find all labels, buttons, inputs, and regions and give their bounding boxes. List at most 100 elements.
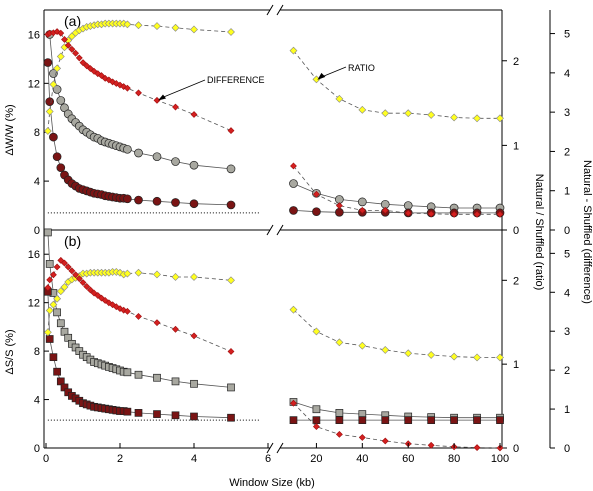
- panel-a-shuffled-line: [293, 210, 500, 214]
- panel-a-ratio-point: [171, 23, 180, 32]
- panel-b-natural-point: [171, 377, 180, 386]
- panel-b-shuffled-point: [171, 411, 180, 420]
- panel-b-ratio-point: [427, 351, 436, 359]
- panel-b-shuffled-point: [496, 416, 504, 424]
- panel-b-ratio-point: [312, 327, 321, 336]
- panel-a-ratio-point: [473, 114, 481, 123]
- panel-b-ratio-point: [49, 300, 58, 309]
- panel-b-diff-tick-label: 3: [564, 326, 570, 338]
- panel-b-natural-point: [312, 405, 321, 414]
- panel-b-ratio-point: [227, 276, 235, 285]
- panel-b-natural-point: [134, 370, 143, 379]
- ratio-arrowhead: [317, 72, 326, 80]
- ratio-annotation: RATIO: [348, 63, 375, 73]
- panel-b-difference-point: [44, 284, 52, 292]
- panel-a-shuffled-point: [56, 163, 66, 173]
- difference-arrowhead: [158, 94, 166, 101]
- panel-a-natural-point: [357, 197, 367, 207]
- panel-a-difference-point: [86, 65, 94, 72]
- panel-a-ratio-point: [289, 46, 298, 55]
- panel-a-shuffled-point: [152, 196, 162, 206]
- panel-b-left-axis-title: ΔS/S (%): [4, 329, 16, 374]
- x-tick-label: 20: [310, 453, 322, 465]
- panel-b-natural-point: [56, 319, 65, 328]
- panel-a-ratio-point: [134, 21, 143, 30]
- axis-break-gap: [270, 224, 280, 236]
- panel-b-difference-point: [153, 319, 161, 327]
- panel-b-left-tick-label: 16: [28, 249, 40, 261]
- panel-a-ratio-point: [45, 107, 54, 116]
- panel-a-shuffled-point: [45, 97, 55, 107]
- panel-b-difference-point: [75, 275, 83, 283]
- panel-b-ratio-line: [293, 309, 500, 358]
- panel-b-ratio-tick-label: 1: [513, 359, 519, 371]
- panel-a-ratio-point: [56, 52, 65, 61]
- panel-b-difference-point: [57, 256, 65, 264]
- panel-a-difference-point: [57, 29, 65, 37]
- panel-a-ratio-point: [404, 109, 413, 118]
- panel-a-difference-line: [293, 165, 500, 215]
- axis-break-gap: [270, 4, 280, 16]
- panel-b-natural-point: [123, 368, 132, 377]
- x-axis-title: Window Size (kb): [229, 477, 315, 489]
- panel-b-natural-point: [190, 379, 198, 388]
- panel-b-difference-point: [427, 441, 435, 449]
- panel-b-shuffled-point: [134, 409, 143, 417]
- x-tick-label: 40: [356, 453, 368, 465]
- x-tick-label: 4: [191, 453, 197, 465]
- panel-a-ratio-point: [123, 20, 132, 29]
- panel-b-natural-line: [293, 401, 500, 419]
- panel-a-natural-point: [152, 152, 162, 162]
- panel-b-shuffled-point: [123, 407, 132, 416]
- panel-b-ratio-point: [190, 273, 198, 281]
- panel-b-diff-tick-label: 1: [564, 404, 570, 416]
- panel-a-ratio-point: [312, 75, 321, 84]
- panel-a-difference-point: [61, 36, 68, 43]
- panel-b-ratio-point: [45, 306, 54, 315]
- panel-b-natural-point: [227, 383, 235, 392]
- panel-b-difference-point: [61, 259, 68, 267]
- panel-a-ratio-point: [53, 64, 62, 73]
- panel-b-left-tick-label: 8: [34, 346, 40, 358]
- panel-a-difference-line: [47, 31, 232, 131]
- panel-a-difference-point: [381, 206, 389, 214]
- panel-b-shuffled-point: [190, 412, 198, 421]
- panel-b-difference-point: [123, 307, 131, 315]
- panel-b-natural-point: [153, 373, 161, 382]
- panel-b-natural-point: [43, 228, 52, 237]
- x-tick-label: 100: [491, 453, 509, 465]
- panel-b-natural-point: [45, 260, 54, 268]
- panel-a-left-tick-label: 8: [34, 127, 40, 139]
- panel-a-left-axis-title: ΔW/W (%): [4, 104, 16, 155]
- panel-a-ratio-point: [49, 80, 58, 89]
- x-tick-label: 2: [117, 453, 123, 465]
- panel-b-ratio-point: [358, 341, 367, 350]
- panel-a-diff-tick-label: 4: [564, 68, 570, 80]
- axis-break-mark: [276, 224, 284, 236]
- panel-b-ratio-point: [473, 353, 481, 362]
- panel-a-ratio-line: [293, 50, 500, 119]
- panel-a-diff-tick-label: 3: [564, 107, 570, 119]
- panel-a-shuffled-point: [189, 199, 199, 209]
- panel-b-natural-point: [53, 308, 61, 317]
- panel-a-natural-point: [189, 160, 199, 170]
- panel-a-ratio-point: [427, 110, 436, 119]
- x-tick-label: 60: [402, 453, 414, 465]
- axis-break-mark: [276, 4, 284, 16]
- panel-a-diff-tick-label: 1: [564, 186, 570, 198]
- panel-a-difference-point: [153, 96, 161, 104]
- panel-a-difference-point: [98, 72, 105, 80]
- panel-a-natural-point: [226, 164, 236, 174]
- panel-b-difference-point: [49, 271, 57, 279]
- panel-a-ratio-point: [358, 105, 367, 114]
- panel-a-diff-tick-label: 2: [564, 146, 570, 158]
- panel-b-difference-point: [358, 434, 366, 441]
- panel-b-shuffled-point: [49, 353, 58, 362]
- panel-a-ratio-point: [450, 113, 459, 122]
- panel-a-ratio-point: [335, 94, 344, 103]
- difference-arrow: [159, 79, 206, 99]
- panel-a-difference-point: [172, 103, 179, 111]
- axis-break-mark: [266, 4, 274, 16]
- panel-a-difference-point: [190, 111, 198, 118]
